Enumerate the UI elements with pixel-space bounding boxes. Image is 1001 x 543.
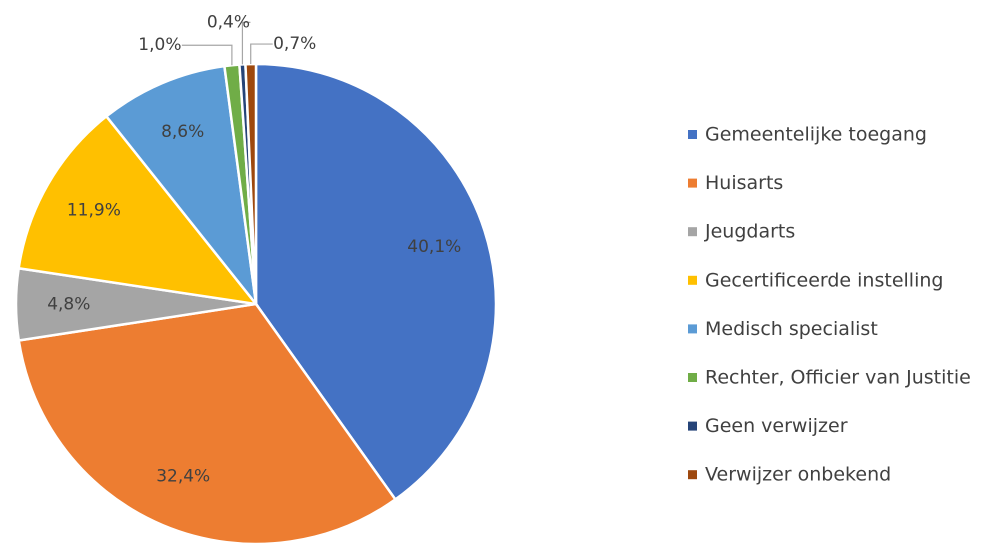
legend-label: Rechter, Officier van Justitie: [705, 367, 971, 389]
slice-label: 4,8%: [47, 294, 90, 314]
legend-swatch: [688, 373, 697, 382]
slice-label: 32,4%: [156, 466, 210, 486]
legend-label: Medisch specialist: [705, 318, 878, 340]
legend-swatch: [688, 178, 697, 188]
pie-slice: [17, 302, 398, 543]
slice-label: 1,0%: [138, 35, 181, 55]
legend-label: Verwijzer onbekend: [705, 464, 891, 486]
leader-line: [250, 43, 273, 65]
pie-slice: [17, 114, 259, 306]
leader-line: [241, 21, 251, 65]
legend-swatch: [688, 275, 697, 285]
pie-slice: [254, 62, 498, 502]
legend-label: Huisarts: [705, 172, 783, 194]
legend-swatch: [688, 324, 697, 334]
legend-swatch: [688, 227, 697, 237]
legend-label: Geen verwijzer: [705, 415, 848, 437]
legend-swatch: [688, 421, 697, 431]
leader-line: [181, 44, 233, 66]
slice-label: 0,4%: [207, 12, 250, 32]
legend-label: Gemeentelijke toegang: [705, 124, 927, 146]
legend-label: Jeugdarts: [704, 221, 795, 243]
legend-label: Gecertificeerde instelling: [705, 269, 943, 291]
pie-slice: [104, 64, 258, 309]
legend-swatch: [688, 470, 697, 480]
slice-label: 40,1%: [407, 237, 461, 257]
pie-slice: [244, 62, 258, 305]
slice-label: 8,6%: [161, 122, 204, 142]
slice-label: 0,7%: [273, 34, 316, 54]
legend-swatch: [688, 130, 697, 139]
slice-label: 11,9%: [67, 200, 121, 220]
